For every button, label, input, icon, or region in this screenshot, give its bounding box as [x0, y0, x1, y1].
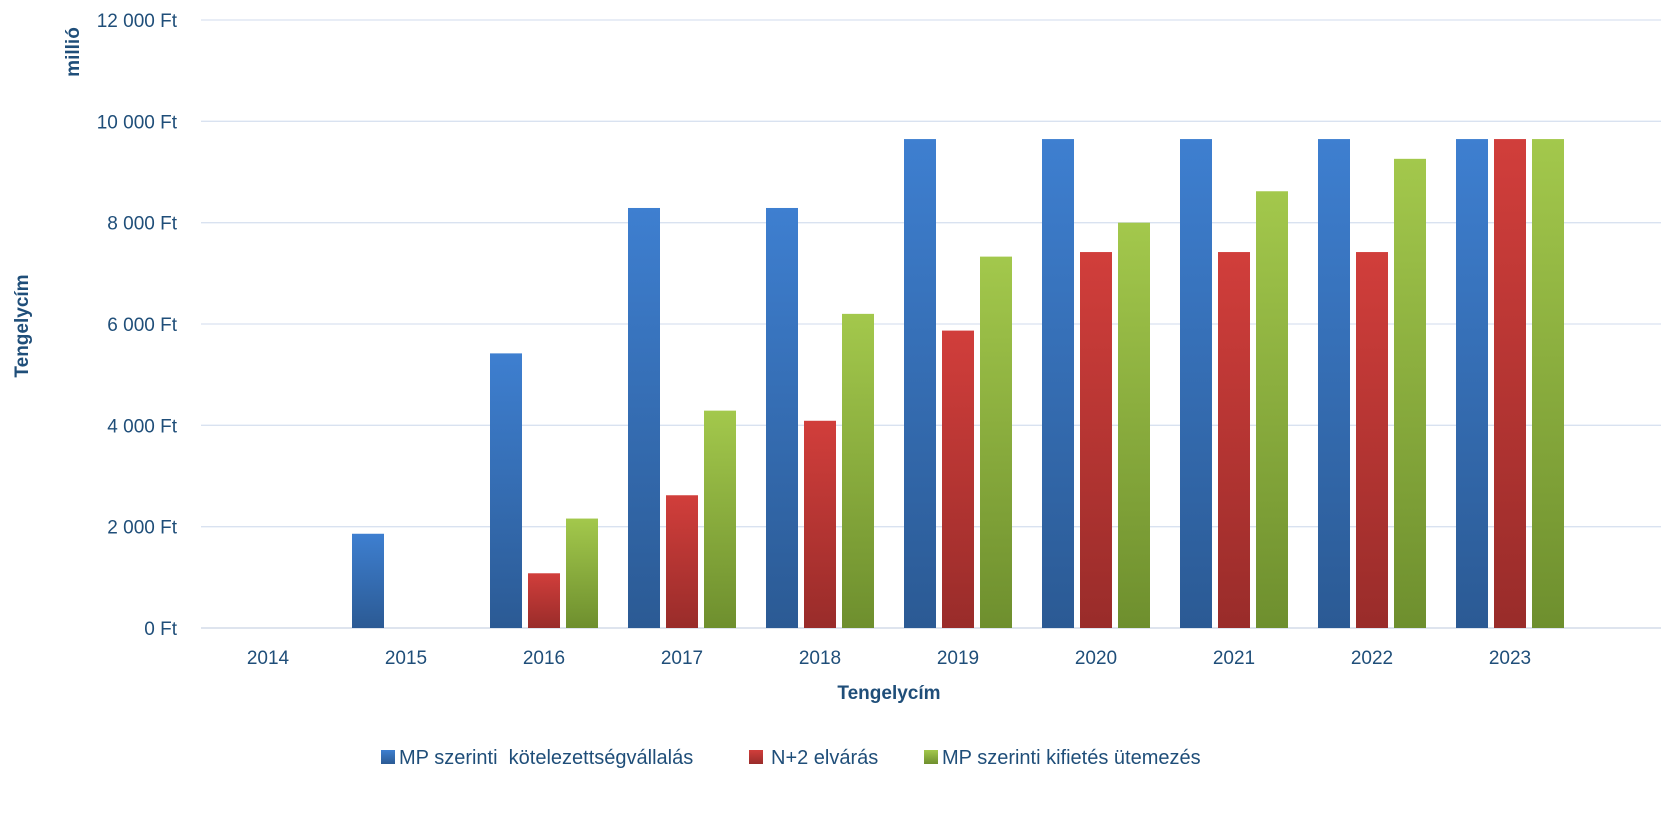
- y-tick-label: 2 000 Ft: [107, 518, 177, 539]
- bar-mp-szerinti-k-telezetts-gv-llal-s-2017: [628, 207, 660, 628]
- y-tick-label: 8 000 Ft: [107, 214, 177, 235]
- bar-mp-szerinti-kifiet-s-temez-s-2023: [1532, 139, 1564, 629]
- bar-mp-szerinti-k-telezetts-gv-llal-s-2018: [766, 207, 798, 628]
- bar-n-2-elv-r-s-2018: [804, 420, 836, 628]
- legend-label: MP szerinti kifietés ütemezés: [942, 747, 1201, 769]
- bar-mp-szerinti-kifiet-s-temez-s-2020: [1118, 222, 1150, 628]
- bar-mp-szerinti-kifiet-s-temez-s-2022: [1394, 158, 1426, 628]
- legend-swatch: [381, 750, 395, 764]
- bar-mp-szerinti-kifiet-s-temez-s-2018: [842, 313, 874, 628]
- x-tick-label: 2018: [799, 648, 841, 669]
- legend-label: MP szerinti kötelezettségvállalás: [399, 747, 693, 769]
- bar-mp-szerinti-kifiet-s-temez-s-2019: [980, 256, 1012, 628]
- x-tick-label: 2019: [937, 648, 979, 669]
- bar-mp-szerinti-k-telezetts-gv-llal-s-2019: [904, 139, 936, 629]
- bar-mp-szerinti-k-telezetts-gv-llal-s-2016: [490, 353, 522, 628]
- bar-n-2-elv-r-s-2023: [1494, 139, 1526, 629]
- bar-mp-szerinti-kifiet-s-temez-s-2016: [566, 518, 598, 628]
- legend-swatch: [924, 750, 938, 764]
- bar-mp-szerinti-k-telezetts-gv-llal-s-2023: [1456, 139, 1488, 629]
- y-unit-label: millió: [63, 27, 84, 77]
- y-tick-label: 12 000 Ft: [97, 11, 178, 32]
- legend: MP szerinti kötelezettségvállalás N+2 elv…: [381, 747, 1201, 769]
- bar-mp-szerinti-kifiet-s-temez-s-2021: [1256, 191, 1288, 628]
- legend-label: N+2 elvárás: [771, 747, 878, 769]
- bar-n-2-elv-r-s-2016: [528, 573, 560, 628]
- x-axis-title: Tengelycím: [837, 683, 940, 704]
- y-tick-label: 10 000 Ft: [97, 112, 178, 133]
- x-tick-label: 2014: [247, 648, 290, 669]
- y-tick-label: 0 Ft: [144, 619, 177, 640]
- bar-n-2-elv-r-s-2019: [942, 330, 974, 628]
- bar-mp-szerinti-k-telezetts-gv-llal-s-2021: [1180, 139, 1212, 629]
- bar-n-2-elv-r-s-2021: [1218, 252, 1250, 628]
- x-tick-label: 2023: [1489, 648, 1531, 669]
- y-axis-title: Tengelycím: [12, 274, 33, 377]
- axis-labels: 0 Ft 2 000 Ft 4 000 Ft 6 000 Ft 8 000 Ft 10 0…: [97, 11, 1531, 669]
- x-tick-label: 2017: [661, 648, 703, 669]
- bar-n-2-elv-r-s-2020: [1080, 252, 1112, 628]
- legend-swatch: [749, 750, 763, 764]
- bar-mp-szerinti-k-telezetts-gv-llal-s-2020: [1042, 139, 1074, 629]
- bar-mp-szerinti-kifiet-s-temez-s-2017: [704, 410, 736, 628]
- y-tick-label: 6 000 Ft: [107, 315, 177, 336]
- bar-n-2-elv-r-s-2017: [666, 495, 698, 628]
- x-tick-label: 2016: [523, 648, 565, 669]
- bar-mp-szerinti-k-telezetts-gv-llal-s-2015: [352, 533, 384, 628]
- bar-n-2-elv-r-s-2022: [1356, 252, 1388, 628]
- bars: [352, 139, 1564, 629]
- x-tick-label: 2021: [1213, 648, 1255, 669]
- bar-mp-szerinti-k-telezetts-gv-llal-s-2022: [1318, 139, 1350, 629]
- y-tick-label: 4 000 Ft: [107, 416, 177, 437]
- x-tick-label: 2020: [1075, 648, 1117, 669]
- x-tick-label: 2022: [1351, 648, 1393, 669]
- x-tick-label: 2015: [385, 648, 427, 669]
